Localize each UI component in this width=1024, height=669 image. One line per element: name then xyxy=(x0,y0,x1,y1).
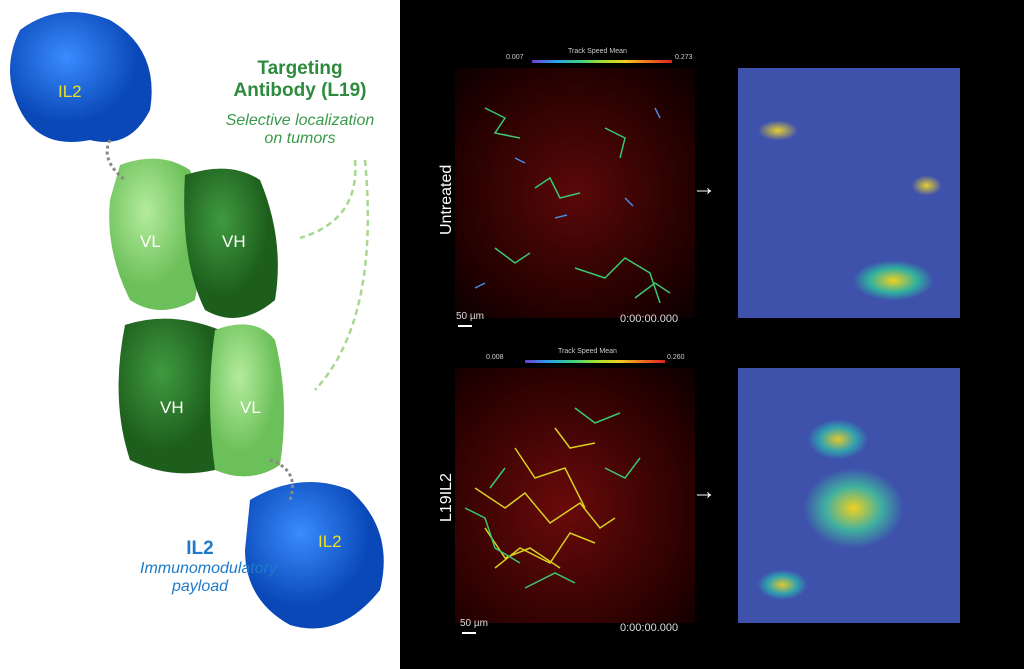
colorbar-max-2: 0.260 xyxy=(667,354,685,361)
scale-bar-2 xyxy=(462,632,476,634)
heatmap-untreated xyxy=(738,68,960,318)
vh-bottom-structure xyxy=(118,318,227,474)
vl-bottom-structure xyxy=(210,324,284,477)
right-arrow-icon: → xyxy=(692,478,716,505)
antibody-title-line1: Targeting xyxy=(257,58,343,79)
vh-bottom-label: VH xyxy=(160,398,184,417)
protein-structure-illustration xyxy=(10,12,384,629)
il2-top-structure xyxy=(10,12,152,142)
colorbar-min-2: 0.008 xyxy=(486,354,504,361)
antibody-title: Targeting Antibody (L19) xyxy=(200,58,400,102)
payload-line1: Immunomodulatory xyxy=(140,560,277,577)
heatmap-l19il2 xyxy=(738,368,960,623)
cell-tracks-untreated xyxy=(474,107,671,304)
timestamp-2: 0:00:00.000 xyxy=(620,622,679,634)
antibody-subtitle-line2: on tumors xyxy=(264,130,336,147)
colorbar-1 xyxy=(532,60,672,63)
il2-bottom-label: IL2 xyxy=(318,532,342,551)
payload-line2: payload xyxy=(171,578,229,595)
vl-top-label: VL xyxy=(140,232,161,251)
vh-top-structure xyxy=(184,168,278,318)
il2-top-label: IL2 xyxy=(58,82,82,101)
vl-bottom-label: VL xyxy=(240,398,261,417)
scale-label-2: 50 µm xyxy=(460,618,488,629)
vl-top-structure xyxy=(109,158,202,310)
colorbar-title-2: Track Speed Mean xyxy=(558,348,617,355)
antibody-subtitle: Selective localization on tumors xyxy=(200,112,400,148)
antibody-subtitle-line1: Selective localization xyxy=(225,112,375,129)
colorbar-min-1: 0.007 xyxy=(506,54,524,61)
antibody-title-line2: Antibody (L19) xyxy=(233,80,367,101)
targeting-arrow-2 xyxy=(314,159,370,391)
cell-tracks-l19il2 xyxy=(464,407,641,589)
payload-title: IL2 xyxy=(186,538,214,559)
row-label-l19il2: L19IL2 xyxy=(438,473,455,522)
scale-bar-1 xyxy=(458,325,472,327)
targeting-arrow-1 xyxy=(299,159,357,240)
antibody-diagram-panel: IL2 IL2 VL VH VH VL Targeting Antibody (… xyxy=(0,0,400,669)
right-arrow-icon: → xyxy=(692,174,716,201)
colorbar-2 xyxy=(525,360,665,363)
vh-top-label: VH xyxy=(222,232,246,251)
microscopy-panel: 0.007 Track Speed Mean 0.273 Untreated 5… xyxy=(400,0,1024,669)
linker-top xyxy=(105,139,126,182)
colorbar-max-1: 0.273 xyxy=(675,54,693,61)
il2-bottom-structure xyxy=(245,482,384,629)
microscopy-image-l19il2 xyxy=(455,368,695,623)
linker-bottom xyxy=(269,458,294,501)
microscopy-image-untreated xyxy=(455,68,695,318)
timestamp-1: 0:00:00.000 xyxy=(620,313,679,325)
scale-label-1: 50 µm xyxy=(456,311,484,322)
row-label-untreated: Untreated xyxy=(438,164,455,235)
payload-caption: IL2 Immunomodulatory payload xyxy=(140,538,277,596)
colorbar-title-1: Track Speed Mean xyxy=(568,48,627,55)
